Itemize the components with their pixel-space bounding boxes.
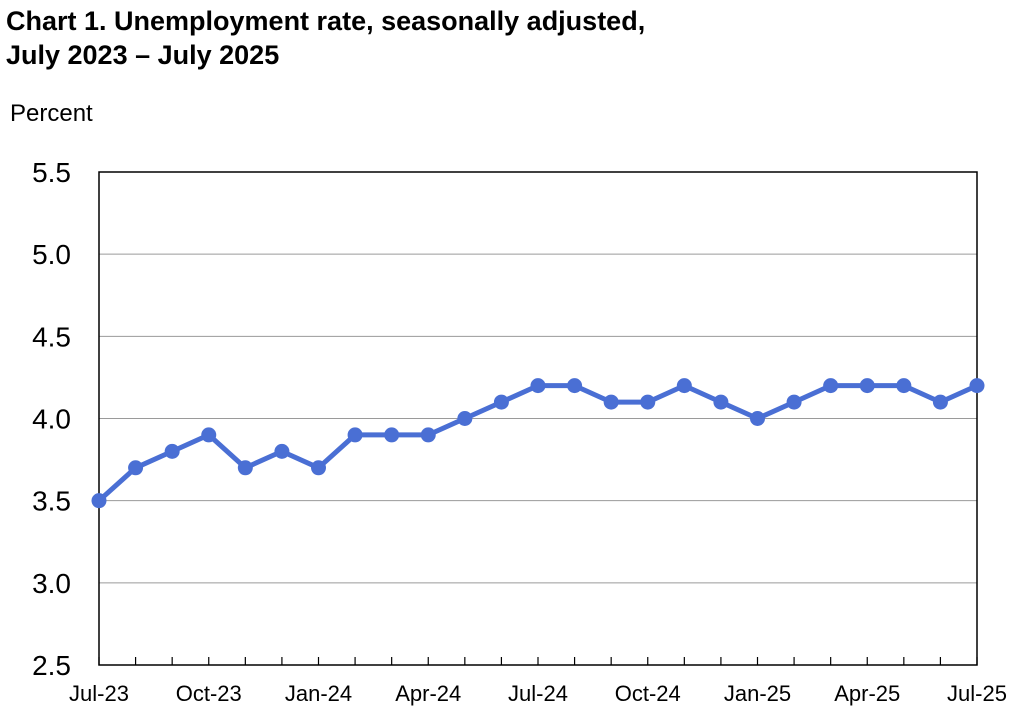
data-point: [420, 427, 436, 443]
data-point: [969, 378, 985, 394]
data-point: [201, 427, 217, 443]
data-point: [713, 394, 729, 410]
data-point: [347, 427, 363, 443]
chart-title-line-1: Chart 1. Unemployment rate, seasonally a…: [6, 6, 646, 36]
x-tick-label: Oct-24: [615, 681, 681, 706]
data-point: [164, 443, 180, 459]
x-tick-label: Jan-25: [724, 681, 791, 706]
data-point: [640, 394, 656, 410]
x-tick-label: Oct-23: [176, 681, 242, 706]
y-tick-label: 4.5: [32, 321, 71, 352]
data-point: [567, 378, 583, 394]
y-axis-label: Percent: [10, 100, 93, 127]
data-point: [237, 460, 253, 476]
plot-frame: [98, 171, 978, 666]
data-point: [676, 378, 692, 394]
x-tick-label: Apr-25: [834, 681, 900, 706]
chart-title-line-2: July 2023 – July 2025: [6, 40, 280, 70]
y-tick-label: 5.0: [32, 239, 71, 270]
data-point: [91, 493, 107, 509]
data-point: [786, 394, 802, 410]
series-layer: [91, 378, 985, 509]
data-point: [932, 394, 948, 410]
data-point: [530, 378, 546, 394]
data-point: [896, 378, 912, 394]
gridlines: [99, 253, 977, 584]
data-point: [128, 460, 144, 476]
x-tick-label: Jul-25: [947, 681, 1007, 706]
x-tick-label: Jan-24: [285, 681, 352, 706]
x-tick-label: Jul-24: [508, 681, 568, 706]
data-point: [750, 411, 765, 426]
y-tick-label: 3.5: [32, 486, 71, 517]
data-point: [311, 460, 326, 476]
data-point: [493, 394, 509, 410]
series-line: [97, 383, 979, 503]
data-point: [457, 411, 473, 426]
y-tick-label: 4.0: [32, 404, 71, 435]
y-tick-label: 3.0: [32, 568, 71, 599]
data-point: [859, 378, 875, 394]
x-tick-label: Jul-23: [69, 681, 129, 706]
data-point: [603, 394, 619, 410]
x-tick-label: Apr-24: [395, 681, 461, 706]
y-tick-label: 2.5: [32, 650, 71, 681]
y-axis-ticks: 5.5 5.0 4.5 4.0 3.5 3.0 2.5: [32, 157, 71, 681]
data-point: [823, 378, 839, 394]
y-tick-label: 5.5: [32, 157, 71, 188]
data-point: [384, 427, 400, 443]
x-axis-ticks: Jul-23 Oct-23 Jan-24 Apr-24 Jul-24 Oct-24 Jan-…: [69, 657, 1007, 706]
data-point: [274, 443, 290, 459]
chart-title: Chart 1. Unemployment rate, seasonally a…: [6, 4, 645, 72]
